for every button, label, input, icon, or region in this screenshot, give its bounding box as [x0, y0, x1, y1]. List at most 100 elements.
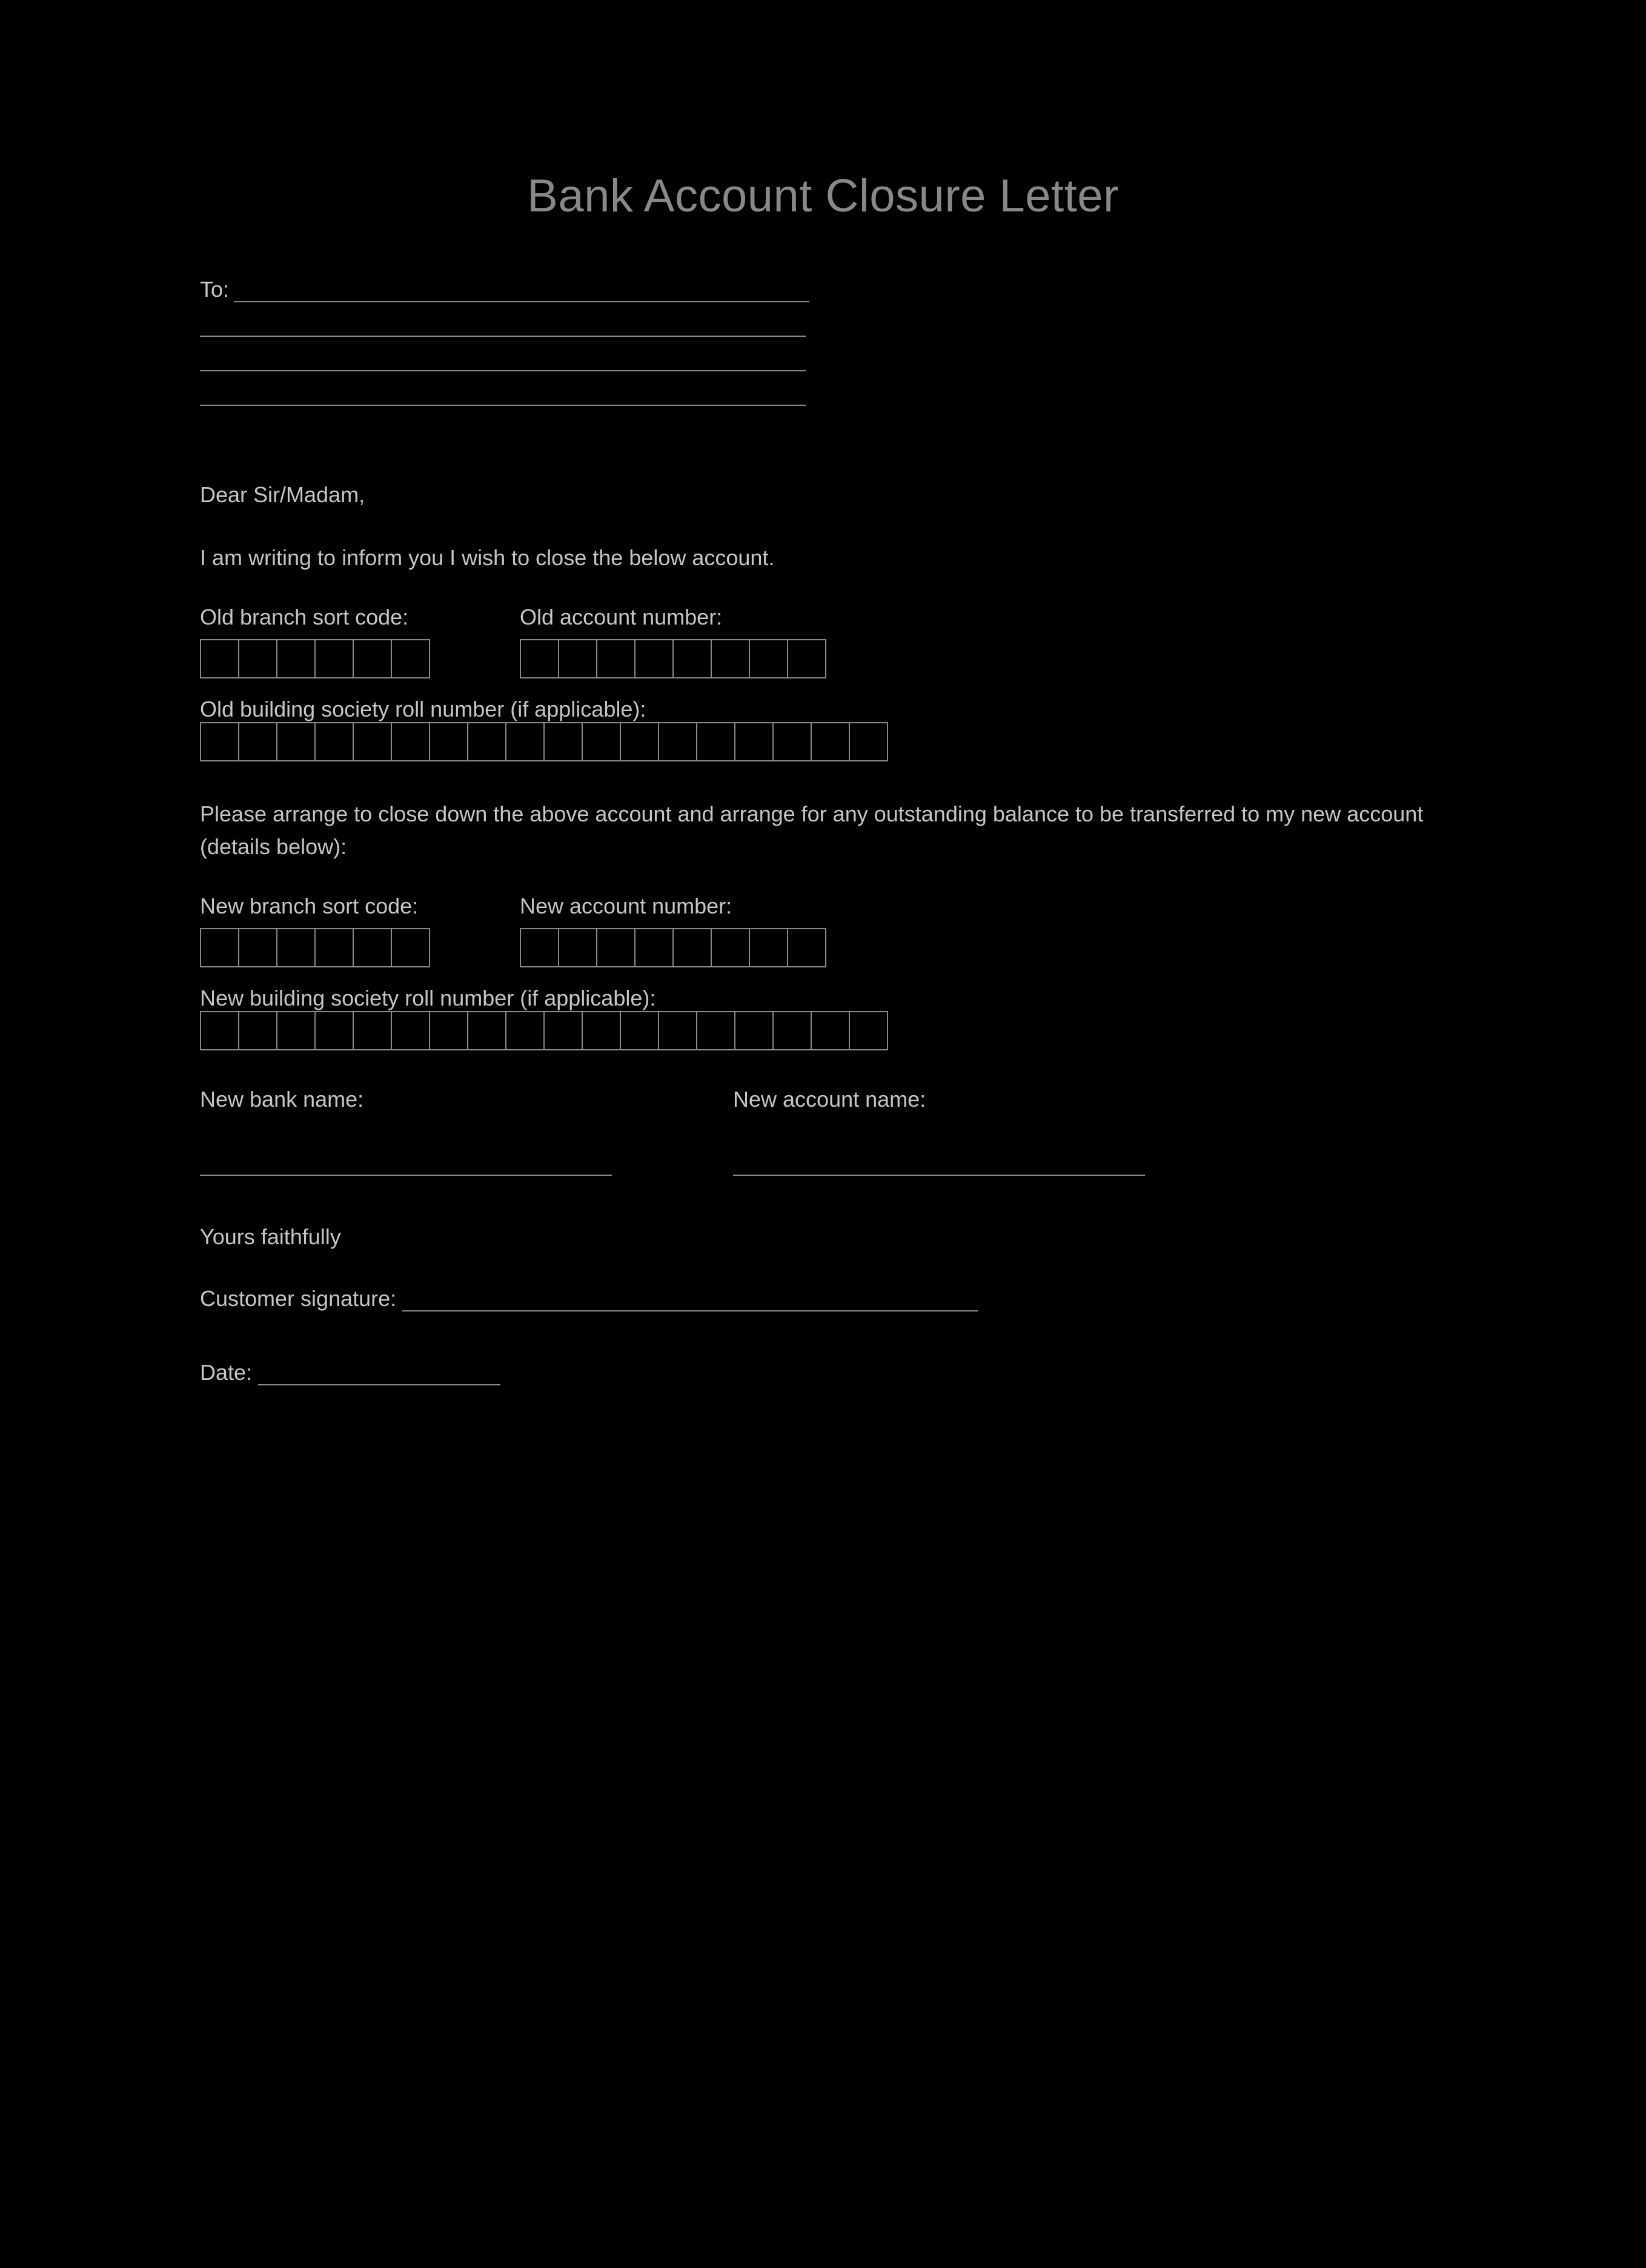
input-box[interactable] [314, 722, 354, 761]
input-box[interactable] [467, 722, 506, 761]
old-account-row: Old branch sort code: Old account number… [200, 605, 1446, 678]
input-box[interactable] [696, 1011, 735, 1050]
new-account-name-input[interactable] [733, 1139, 1145, 1176]
input-box[interactable] [711, 639, 750, 678]
new-account-group: New account number: [520, 894, 825, 967]
input-box[interactable] [658, 722, 697, 761]
input-box[interactable] [849, 722, 888, 761]
old-sort-code-boxes[interactable] [200, 639, 429, 678]
input-box[interactable] [811, 1011, 850, 1050]
input-box[interactable] [467, 1011, 506, 1050]
input-box[interactable] [238, 722, 277, 761]
input-box[interactable] [200, 1011, 239, 1050]
old-roll-boxes[interactable] [200, 722, 1446, 761]
new-bank-input[interactable] [200, 1139, 612, 1176]
input-box[interactable] [353, 1011, 392, 1050]
old-account-label: Old account number: [520, 605, 825, 630]
input-box[interactable] [391, 639, 430, 678]
input-box[interactable] [429, 1011, 468, 1050]
input-box[interactable] [811, 722, 850, 761]
old-sort-code-label: Old branch sort code: [200, 605, 429, 630]
to-input-line-4[interactable] [200, 405, 806, 406]
old-roll-group: Old building society roll number (if app… [200, 697, 1446, 761]
input-box[interactable] [672, 928, 712, 967]
input-box[interactable] [276, 1011, 316, 1050]
input-box[interactable] [276, 928, 316, 967]
input-box[interactable] [596, 639, 636, 678]
input-box[interactable] [200, 722, 239, 761]
input-box[interactable] [276, 639, 316, 678]
signature-input[interactable] [402, 1310, 978, 1311]
input-box[interactable] [429, 722, 468, 761]
new-account-boxes[interactable] [520, 928, 825, 967]
input-box[interactable] [391, 1011, 430, 1050]
input-box[interactable] [772, 722, 812, 761]
input-box[interactable] [620, 1011, 659, 1050]
to-line-2 [200, 336, 1446, 337]
old-account-boxes[interactable] [520, 639, 825, 678]
input-box[interactable] [238, 1011, 277, 1050]
input-box[interactable] [620, 722, 659, 761]
input-box[interactable] [353, 639, 392, 678]
new-account-row: New branch sort code: New account number… [200, 894, 1446, 967]
new-account-label: New account number: [520, 894, 825, 919]
input-box[interactable] [734, 1011, 774, 1050]
input-box[interactable] [787, 639, 826, 678]
input-box[interactable] [200, 928, 239, 967]
new-bank-group: New bank name: [200, 1087, 612, 1176]
input-box[interactable] [353, 928, 392, 967]
date-input[interactable] [258, 1384, 500, 1385]
input-box[interactable] [505, 722, 545, 761]
input-box[interactable] [353, 722, 392, 761]
input-box[interactable] [582, 1011, 621, 1050]
input-box[interactable] [543, 722, 583, 761]
input-box[interactable] [696, 722, 735, 761]
date-label: Date: [200, 1360, 252, 1385]
page-title: Bank Account Closure Letter [200, 170, 1446, 222]
input-box[interactable] [505, 1011, 545, 1050]
to-input-line-3[interactable] [200, 370, 806, 371]
input-box[interactable] [634, 639, 674, 678]
old-roll-label: Old building society roll number (if app… [200, 697, 646, 721]
input-box[interactable] [749, 928, 788, 967]
input-box[interactable] [672, 639, 712, 678]
input-box[interactable] [238, 639, 277, 678]
input-box[interactable] [238, 928, 277, 967]
input-box[interactable] [749, 639, 788, 678]
new-sort-code-label: New branch sort code: [200, 894, 429, 919]
to-input-line-2[interactable] [200, 336, 806, 337]
input-box[interactable] [314, 1011, 354, 1050]
input-box[interactable] [558, 928, 597, 967]
new-roll-boxes[interactable] [200, 1011, 1446, 1050]
new-sort-code-group: New branch sort code: [200, 894, 429, 967]
to-input-line-1[interactable] [234, 301, 809, 302]
input-box[interactable] [734, 722, 774, 761]
input-box[interactable] [314, 639, 354, 678]
input-box[interactable] [658, 1011, 697, 1050]
new-account-name-label: New account name: [733, 1087, 1145, 1112]
input-box[interactable] [520, 639, 559, 678]
input-box[interactable] [520, 928, 559, 967]
transfer-text: Please arrange to close down the above a… [200, 798, 1446, 863]
new-bank-label: New bank name: [200, 1087, 612, 1112]
date-row: Date: [200, 1360, 1446, 1385]
input-box[interactable] [558, 639, 597, 678]
salutation: Dear Sir/Madam, [200, 479, 1446, 511]
input-box[interactable] [634, 928, 674, 967]
old-sort-code-group: Old branch sort code: [200, 605, 429, 678]
input-box[interactable] [711, 928, 750, 967]
input-box[interactable] [391, 722, 430, 761]
input-box[interactable] [391, 928, 430, 967]
input-box[interactable] [582, 722, 621, 761]
input-box[interactable] [849, 1011, 888, 1050]
input-box[interactable] [772, 1011, 812, 1050]
closing: Yours faithfully [200, 1224, 1446, 1250]
input-box[interactable] [200, 639, 239, 678]
input-box[interactable] [543, 1011, 583, 1050]
input-box[interactable] [276, 722, 316, 761]
input-box[interactable] [787, 928, 826, 967]
new-sort-code-boxes[interactable] [200, 928, 429, 967]
input-box[interactable] [314, 928, 354, 967]
to-line-4 [200, 405, 1446, 406]
input-box[interactable] [596, 928, 636, 967]
